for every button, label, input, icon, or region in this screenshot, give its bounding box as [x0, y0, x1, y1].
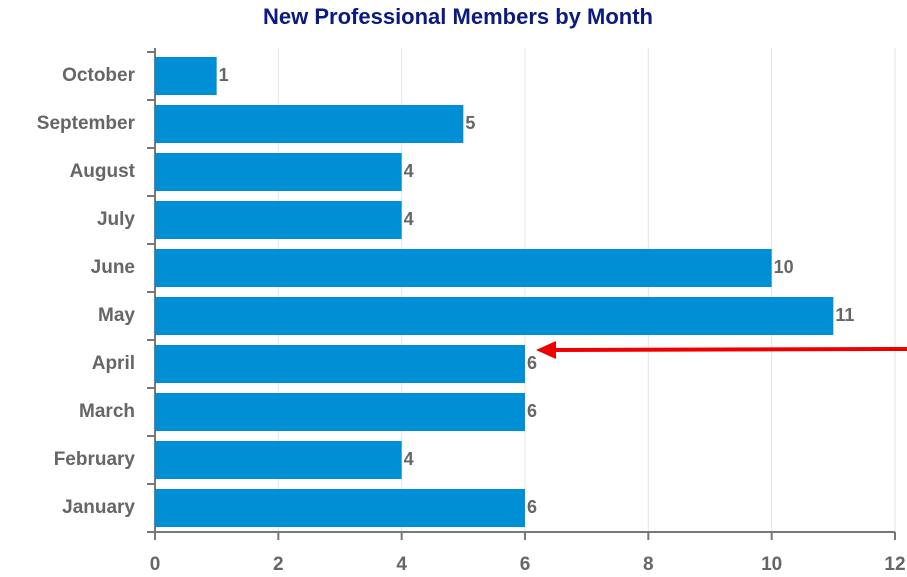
- bar: [155, 153, 402, 191]
- value-label: 6: [527, 401, 537, 421]
- value-label: 4: [404, 449, 414, 469]
- bar: [155, 201, 402, 239]
- x-tick-label: 0: [150, 554, 161, 575]
- plot: 0 2 4 6 8 10 12 October 1 September 5 August 4 July 4 J…: [37, 48, 906, 575]
- bar: [155, 489, 525, 527]
- y-tick-label: October: [62, 65, 135, 86]
- bar: [155, 249, 772, 287]
- y-tick-label: April: [92, 353, 135, 374]
- x-tick-label: 4: [396, 554, 407, 575]
- bar: [155, 57, 217, 95]
- y-tick-label: July: [97, 209, 135, 230]
- x-tick-label: 8: [643, 554, 654, 575]
- bar: [155, 105, 464, 143]
- bar: [155, 393, 525, 431]
- value-label: 10: [774, 257, 794, 277]
- chart-title: New Professional Members by Month: [263, 4, 653, 29]
- bar: [155, 441, 402, 479]
- annotation-arrow: [549, 347, 907, 352]
- value-label: 1: [219, 65, 229, 85]
- value-label: 5: [465, 113, 475, 133]
- y-tick-label: February: [54, 449, 136, 470]
- x-tick-label: 6: [520, 554, 531, 575]
- value-label: 4: [404, 209, 414, 229]
- x-tick-label: 12: [884, 554, 905, 575]
- y-tick-label: September: [37, 113, 136, 134]
- bar: [155, 345, 525, 383]
- y-tick-label: March: [79, 401, 135, 422]
- value-label: 11: [835, 305, 854, 325]
- y-tick-label: May: [98, 305, 135, 326]
- x-tick-label: 2: [273, 554, 284, 575]
- y-tick-label: June: [91, 257, 135, 278]
- y-tick-label: August: [70, 161, 136, 182]
- value-label: 4: [404, 161, 414, 181]
- value-label: 6: [527, 353, 537, 373]
- annotation-arrowhead: [536, 341, 556, 359]
- bar: [155, 297, 834, 335]
- value-label: 6: [527, 497, 537, 517]
- y-tick-label: January: [62, 497, 135, 518]
- x-tick-label: 10: [761, 554, 782, 575]
